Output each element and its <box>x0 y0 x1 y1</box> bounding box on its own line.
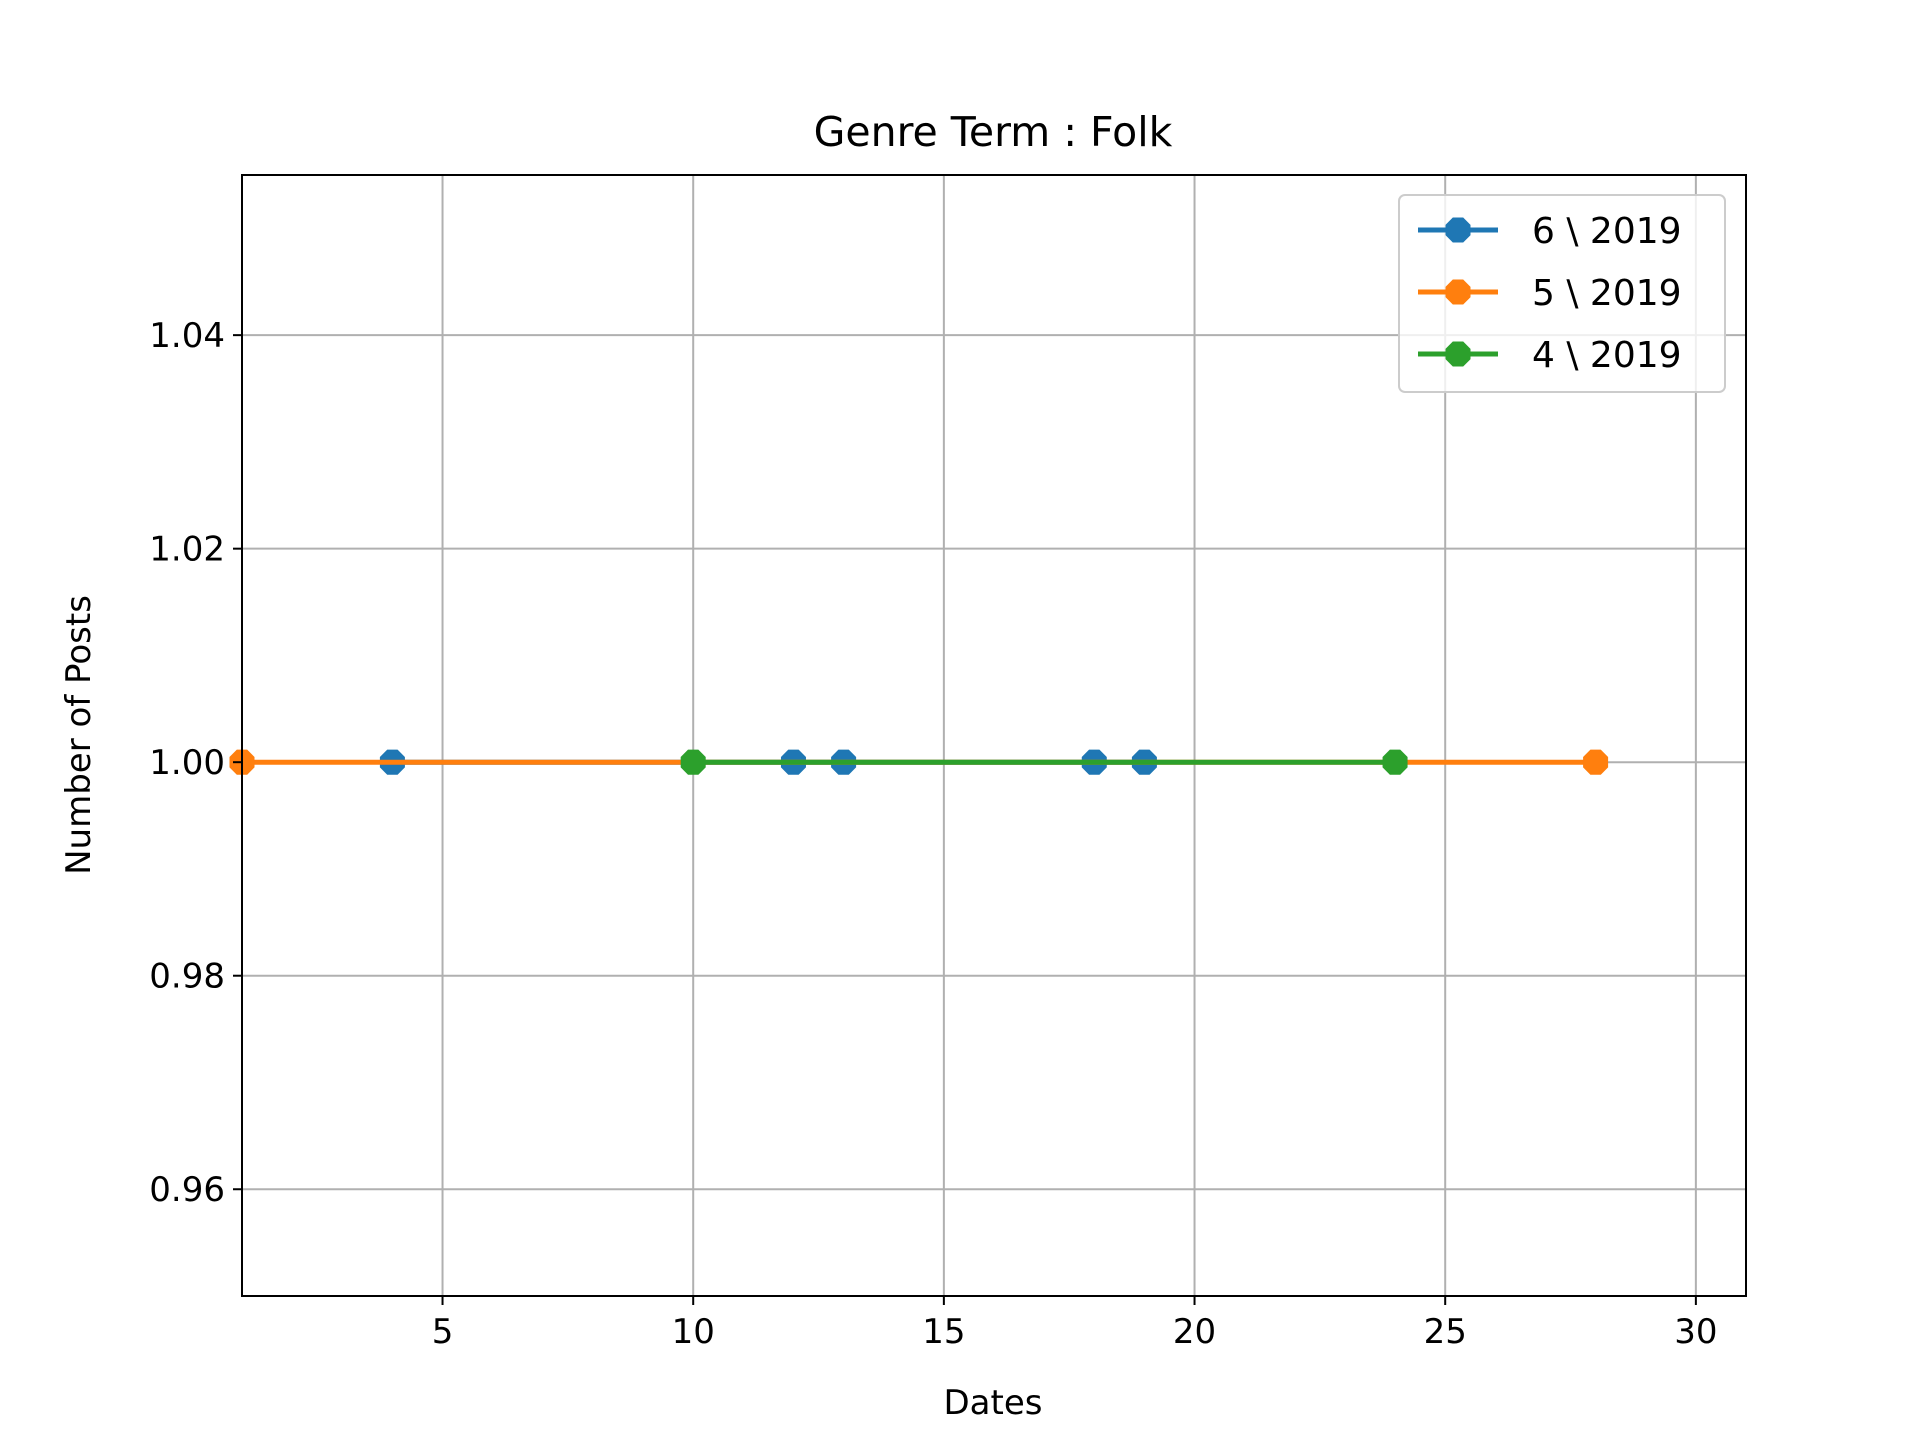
legend-marker <box>1445 279 1471 305</box>
data-point <box>1583 749 1609 775</box>
y-tick-label: 1.04 <box>149 316 225 356</box>
legend-label: 6 \ 2019 <box>1532 211 1682 252</box>
x-tick-label: 5 <box>432 1312 454 1352</box>
x-tick-label: 10 <box>672 1312 715 1352</box>
legend-label: 5 \ 2019 <box>1532 273 1682 314</box>
series-2 <box>680 749 1408 775</box>
legend-entry: 5 \ 2019 <box>1418 273 1682 314</box>
legend-marker <box>1445 217 1471 243</box>
legend-marker <box>1445 341 1471 367</box>
y-tick-label: 1.00 <box>149 743 225 783</box>
y-axis-title: Number of Posts <box>59 595 99 875</box>
series-layer <box>229 749 1609 775</box>
legend-entry: 4 \ 2019 <box>1418 335 1682 376</box>
x-axis: 5 10 15 20 25 30 <box>432 1296 1717 1352</box>
y-tick-label: 0.98 <box>149 957 225 997</box>
y-axis: 0.96 0.98 1.00 1.02 1.04 <box>149 316 242 1210</box>
x-tick-label: 20 <box>1173 1312 1216 1352</box>
x-tick-label: 30 <box>1674 1312 1717 1352</box>
legend-label: 4 \ 2019 <box>1532 335 1682 376</box>
data-point <box>1382 749 1408 775</box>
chart-title: Genre Term : Folk <box>814 108 1173 156</box>
legend: 6 \ 2019 5 \ 2019 4 \ 2019 <box>1398 194 1726 393</box>
y-tick-label: 0.96 <box>149 1170 225 1210</box>
y-tick-label: 1.02 <box>149 530 225 570</box>
x-axis-title: Dates <box>944 1383 1043 1423</box>
legend-box <box>1398 194 1726 393</box>
data-point <box>680 749 706 775</box>
x-tick-label: 15 <box>922 1312 965 1352</box>
legend-entry: 6 \ 2019 <box>1418 211 1682 252</box>
plot-frame <box>241 174 1747 1297</box>
x-tick-label: 25 <box>1424 1312 1467 1352</box>
